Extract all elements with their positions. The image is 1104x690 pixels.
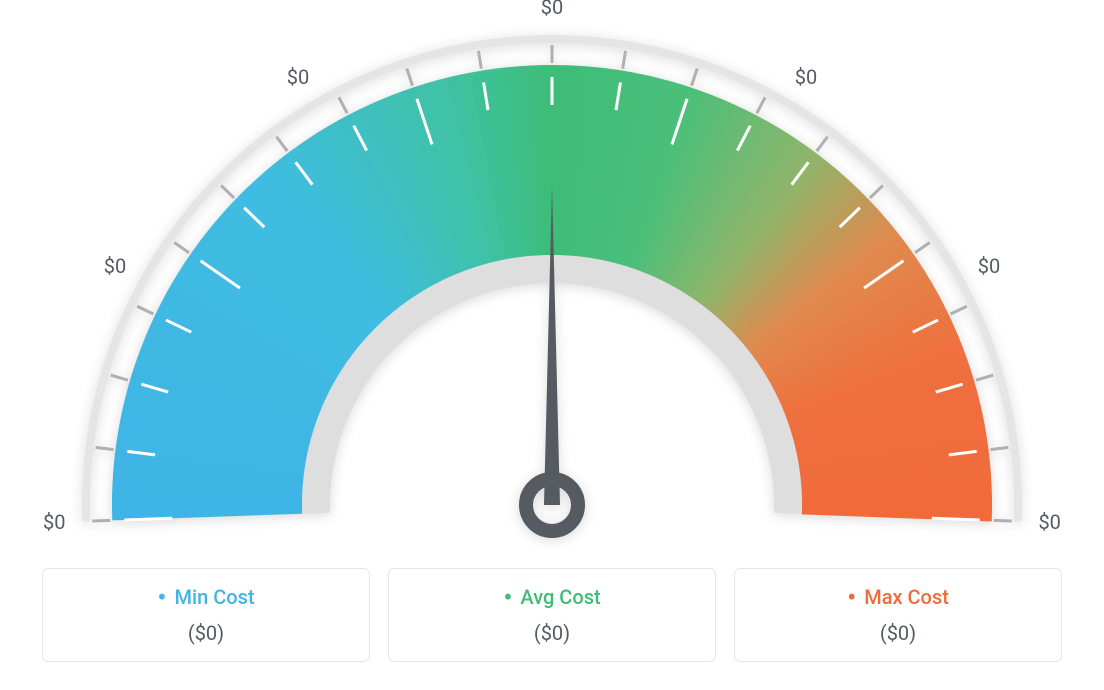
gauge-chart: $0$0$0$0$0$0$0 bbox=[42, 20, 1062, 560]
legend-min-title: Min Cost bbox=[53, 583, 359, 613]
gauge-tick-label: $0 bbox=[978, 254, 1000, 278]
gauge-svg bbox=[42, 20, 1062, 560]
legend-card-min: Min Cost ($0) bbox=[42, 568, 370, 662]
legend-row: Min Cost ($0) Avg Cost ($0) Max Cost ($0… bbox=[42, 568, 1062, 662]
legend-avg-value: ($0) bbox=[399, 621, 705, 645]
gauge-tick-label: $0 bbox=[43, 510, 65, 534]
gauge-tick-label: $0 bbox=[104, 254, 126, 278]
legend-max-value: ($0) bbox=[745, 621, 1051, 645]
legend-card-max: Max Cost ($0) bbox=[734, 568, 1062, 662]
legend-min-value: ($0) bbox=[53, 621, 359, 645]
gauge-tick-label: $0 bbox=[1038, 510, 1060, 534]
legend-avg-title: Avg Cost bbox=[399, 583, 705, 613]
gauge-tick-label: $0 bbox=[795, 65, 817, 89]
legend-card-avg: Avg Cost ($0) bbox=[388, 568, 716, 662]
gauge-tick-label: $0 bbox=[287, 65, 309, 89]
gauge-tick-label: $0 bbox=[541, 0, 563, 19]
legend-max-title: Max Cost bbox=[745, 583, 1051, 613]
